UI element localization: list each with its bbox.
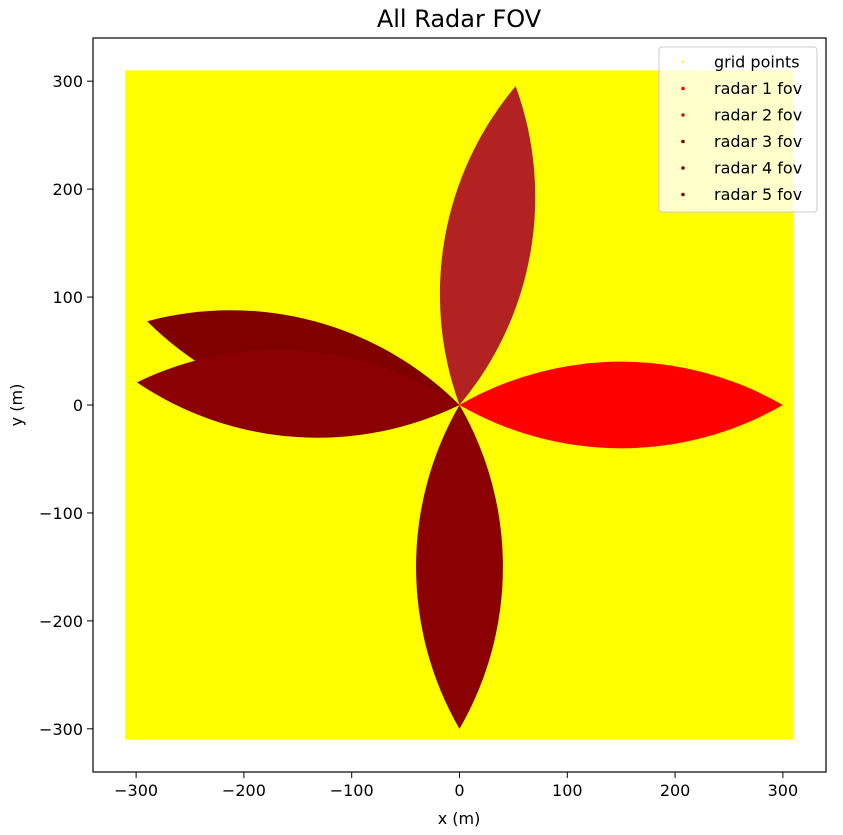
y-tick-label: 200 — [52, 180, 83, 199]
legend-label: radar 1 fov — [714, 79, 802, 98]
radar-2-fov-region — [439, 86, 536, 406]
legend-label: radar 3 fov — [714, 132, 802, 151]
axis-ticks: −300 −200 −100 0 100 200 300 −300 −200 −100 0 100 20… — [39, 72, 798, 800]
legend-label: radar 4 fov — [714, 159, 802, 178]
legend-marker — [681, 60, 685, 64]
legend-marker — [681, 192, 685, 197]
x-tick-label: −200 — [222, 781, 266, 800]
legend-marker — [681, 166, 685, 170]
x-tick-label: −100 — [330, 781, 374, 800]
x-tick-label: 300 — [768, 781, 799, 800]
chart-title: All Radar FOV — [377, 5, 542, 33]
legend-label: radar 2 fov — [714, 106, 802, 125]
y-tick-label: −300 — [39, 720, 83, 739]
y-tick-label: −200 — [39, 612, 83, 631]
x-axis-label: x (m) — [438, 809, 481, 828]
legend-marker — [681, 113, 685, 117]
x-tick-label: 200 — [660, 781, 691, 800]
legend-label: grid points — [714, 53, 800, 72]
radar-5-fov-region — [416, 405, 503, 729]
y-tick-label: 100 — [52, 288, 83, 307]
y-axis-label: y (m) — [7, 384, 26, 427]
x-tick-label: −300 — [114, 781, 158, 800]
x-tick-label: 0 — [454, 781, 464, 800]
legend: grid points radar 1 fov radar 2 fov radar 3… — [658, 46, 818, 213]
x-tick-label: 100 — [552, 781, 583, 800]
radar-4-fov-region — [136, 349, 460, 438]
y-tick-label: 300 — [52, 72, 83, 91]
y-tick-label: 0 — [73, 396, 83, 415]
legend-marker — [681, 139, 685, 144]
radar-1-fov-region — [459, 361, 783, 449]
y-tick-label: −100 — [39, 504, 83, 523]
legend-label: radar 5 fov — [714, 185, 802, 204]
legend-box — [658, 46, 818, 213]
legend-marker — [681, 86, 685, 91]
